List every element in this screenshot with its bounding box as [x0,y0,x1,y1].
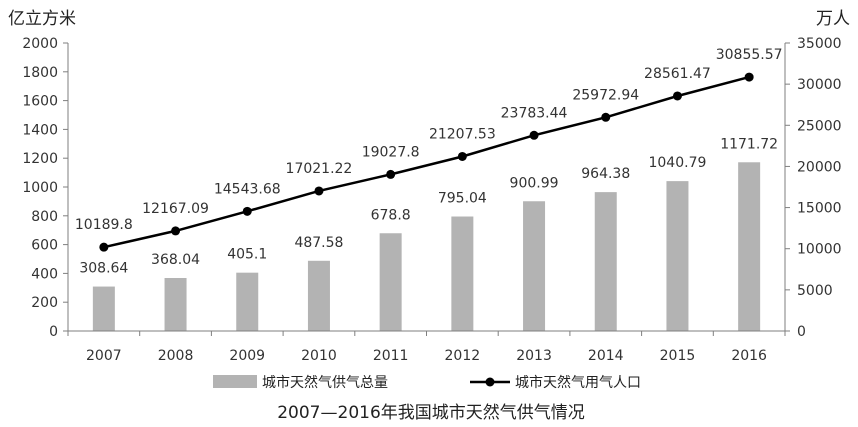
bar-value-label: 795.04 [438,191,487,207]
line-value-label: 12167.09 [142,201,209,217]
line-value-label: 25972.94 [572,87,639,103]
bar [738,162,761,331]
bar-value-label: 308.64 [79,261,128,277]
y-left-tick-label: 800 [31,209,58,225]
population-line [103,75,750,249]
y-left-tick-label: 1800 [22,65,58,81]
y-left-tick-label: 1400 [22,122,58,138]
x-tick-label: 2010 [301,348,337,364]
data-labels: 308.64 368.04 405.1 487.58 678.8 795.04 900.99… [75,47,783,276]
line-point [744,72,754,82]
y-right-tick-label: 0 [797,324,806,340]
line-value-label: 30855.57 [716,47,783,63]
line-point [529,130,539,140]
bar-value-label: 1171.72 [720,136,778,152]
x-tick-label: 2012 [445,348,481,364]
bar [379,233,402,331]
y-right-tick-label: 25000 [797,118,842,134]
y-right-tick-label: 5000 [797,283,833,299]
line-series [99,72,754,252]
y-left-unit-label: 亿立方米 [8,9,76,29]
bar-value-label: 487.58 [294,235,343,251]
x-tick-label: 2016 [731,348,767,364]
line-point [672,91,682,101]
y-left-tick-label: 600 [31,238,58,254]
bar [307,260,330,331]
bar-value-label: 368.04 [151,252,200,268]
line-value-label: 21207.53 [429,126,496,142]
legend-bar-swatch [213,375,257,388]
x-tick-label: 2015 [660,348,696,364]
bar-value-label: 405.1 [227,247,267,263]
y-left-tick-label: 1000 [22,180,58,196]
axes: 0200400600800100012001400160018002000050… [8,9,850,364]
y-right-unit-label: 万人 [816,9,850,29]
x-tick-label: 2007 [86,348,122,364]
y-left-tick-label: 1600 [22,94,58,110]
x-tick-label: 2009 [229,348,265,364]
x-tick-label: 2011 [373,348,409,364]
line-point [386,169,396,179]
y-left-tick-label: 400 [31,266,58,282]
bar-value-label: 900.99 [510,175,559,191]
y-left-tick-label: 200 [31,295,58,311]
legend-line-label: 城市天然气用气人口 [515,374,641,391]
line-point [242,206,252,216]
y-right-tick-label: 10000 [797,242,842,258]
line-point [171,226,181,236]
bar [92,286,115,331]
bar-series [92,162,761,331]
y-left-tick-label: 1200 [22,151,58,167]
legend: 城市天然气供气总量 城市天然气用气人口 [213,374,641,391]
line-point [99,242,109,252]
y-right-tick-label: 35000 [797,36,842,52]
y-right-tick-label: 30000 [797,77,842,93]
line-value-label: 17021.22 [286,161,353,177]
line-value-label: 10189.8 [75,217,133,233]
y-right-tick-label: 20000 [797,159,842,175]
bar [594,192,617,331]
chart-title: 2007—2016年我国城市天然气供气情况 [277,403,585,423]
line-point [457,151,467,161]
bar [236,272,259,331]
bar [666,181,689,331]
line-value-label: 28561.47 [644,66,711,82]
bar-value-label: 964.38 [581,166,630,182]
line-point [314,186,324,196]
line-value-label: 14543.68 [214,181,281,197]
bar [523,201,546,331]
line-value-label: 23783.44 [501,105,568,121]
legend-bar-label: 城市天然气供气总量 [262,374,388,391]
legend-line-marker [485,377,495,387]
y-left-tick-label: 2000 [22,36,58,52]
x-tick-label: 2013 [516,348,552,364]
line-point [601,112,611,122]
bar [451,216,474,331]
x-tick-label: 2008 [158,348,194,364]
bar [164,278,187,331]
bar-value-label: 678.8 [371,207,411,223]
y-right-tick-label: 15000 [797,201,842,217]
bar-value-label: 1040.79 [648,155,706,171]
line-value-label: 19027.8 [362,144,420,160]
y-left-tick-label: 0 [49,324,58,340]
x-tick-label: 2014 [588,348,624,364]
